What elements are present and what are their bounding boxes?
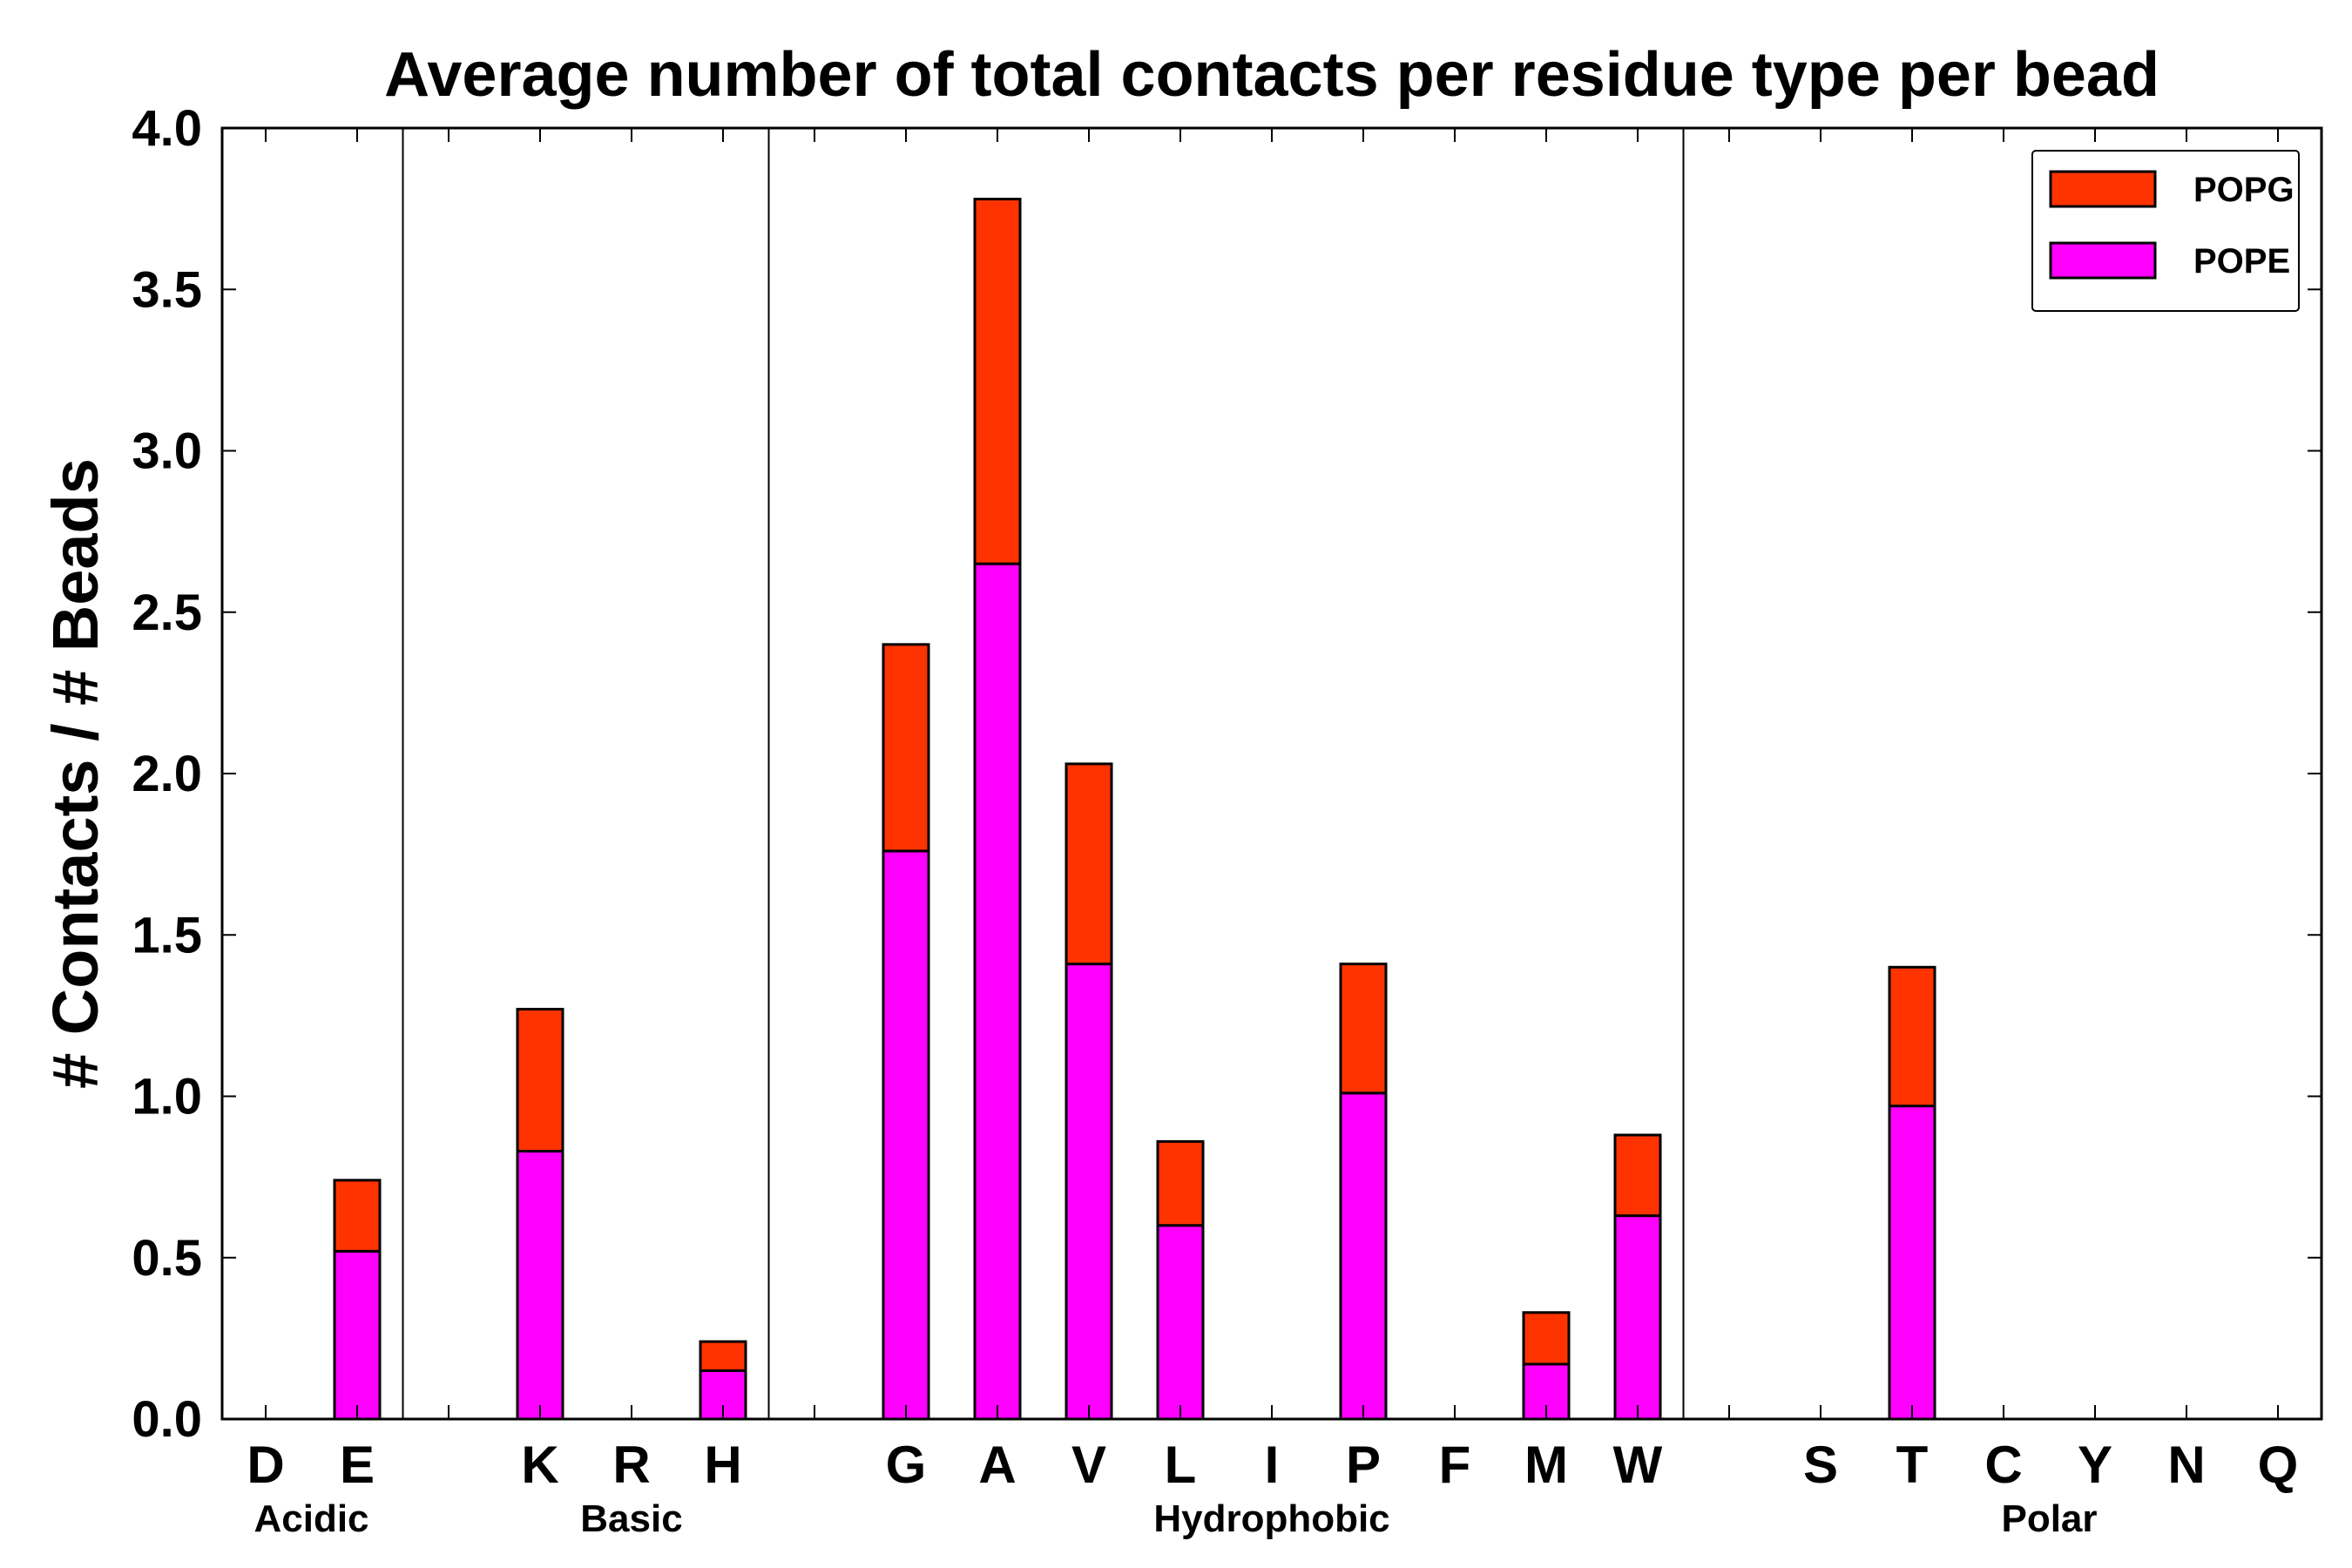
- x-tick-label-n: N: [2167, 1436, 2205, 1494]
- bar-popg-l: [1156, 1139, 1205, 1227]
- bar-popg-p: [1339, 963, 1388, 1095]
- group-label-polar: Polar: [2001, 1497, 2097, 1540]
- bar-popg-w: [1613, 1133, 1662, 1218]
- y-tick-label: 2.5: [132, 585, 202, 641]
- bar-popg-a: [973, 198, 1022, 565]
- legend-label-pope: POPE: [2193, 242, 2290, 280]
- legend: POPG POPE: [2031, 150, 2300, 312]
- bar-popg-e: [333, 1179, 382, 1253]
- x-tick-label-p: P: [1346, 1436, 1381, 1494]
- x-tick-label-w: W: [1613, 1436, 1663, 1494]
- y-tick-label: 0.5: [132, 1230, 202, 1287]
- bar-popg-h: [699, 1340, 747, 1372]
- x-tick-label-v: V: [1071, 1436, 1106, 1494]
- y-tick-label: 1.5: [132, 907, 202, 963]
- bars: [333, 198, 1936, 1421]
- legend-swatch-pope: [2049, 241, 2157, 280]
- y-tick-label: 0.0: [132, 1391, 202, 1448]
- bar-pope-l: [1156, 1224, 1205, 1421]
- bar-popg-k: [516, 1007, 564, 1152]
- bar-pope-t: [1888, 1105, 1936, 1421]
- plot-frame: [220, 126, 2323, 1421]
- bar-pope-h: [699, 1369, 747, 1421]
- bar-popg-g: [882, 643, 930, 853]
- legend-label-popg: POPG: [2193, 171, 2295, 209]
- x-tick-label-a: A: [978, 1436, 1016, 1494]
- x-tick-label-q: Q: [2258, 1436, 2299, 1494]
- bar-pope-w: [1613, 1214, 1662, 1421]
- bar-pope-k: [516, 1149, 564, 1421]
- x-tick-label-r: R: [612, 1436, 650, 1494]
- x-tick-label-c: C: [1984, 1436, 2022, 1494]
- x-tick-label-i: I: [1265, 1436, 1280, 1494]
- y-tick-label: 3.5: [132, 261, 202, 318]
- x-tick-label-l: L: [1165, 1436, 1197, 1494]
- x-tick-label-e: E: [340, 1436, 375, 1494]
- group-label-basic: Basic: [580, 1497, 682, 1540]
- x-tick-label-d: D: [247, 1436, 284, 1494]
- y-axis: 0.0 0.5 1.0 1.5 2.0 2.5 3.0 3.5 4.0: [132, 100, 2322, 1448]
- bar-popg-m: [1522, 1311, 1571, 1366]
- y-tick-label: 4.0: [132, 100, 202, 157]
- bar-pope-e: [333, 1249, 382, 1421]
- bar-pope-p: [1339, 1092, 1388, 1421]
- y-tick-label: 3.0: [132, 423, 202, 480]
- x-tick-label-s: S: [1803, 1436, 1838, 1494]
- chart-title: Average number of total contacts per res…: [384, 40, 2159, 110]
- group-separators: [402, 128, 1685, 1419]
- bar-popg-t: [1888, 965, 1936, 1108]
- group-labels: Acidic Basic Hydrophobic Polar: [253, 1497, 2097, 1540]
- legend-swatch-popg: [2049, 170, 2157, 208]
- bar-pope-v: [1064, 963, 1113, 1421]
- y-tick-label: 2.0: [132, 746, 202, 802]
- bar-pope-a: [973, 562, 1022, 1421]
- x-tick-label-g: G: [886, 1436, 927, 1494]
- bar-popg-v: [1064, 762, 1113, 966]
- x-tick-label-h: H: [704, 1436, 741, 1494]
- x-tick-label-y: Y: [2078, 1436, 2112, 1494]
- x-tick-label-t: T: [1896, 1436, 1929, 1494]
- y-axis-label: # Contacts / # Beads: [39, 458, 112, 1089]
- y-tick-label: 1.0: [132, 1069, 202, 1125]
- x-tick-label-k: K: [521, 1436, 558, 1494]
- group-label-acidic: Acidic: [253, 1497, 368, 1540]
- bar-pope-g: [882, 849, 930, 1421]
- group-label-hydrophobic: Hydrophobic: [1153, 1497, 1389, 1540]
- x-tick-label-m: M: [1524, 1436, 1568, 1494]
- x-tick-label-f: F: [1439, 1436, 1471, 1494]
